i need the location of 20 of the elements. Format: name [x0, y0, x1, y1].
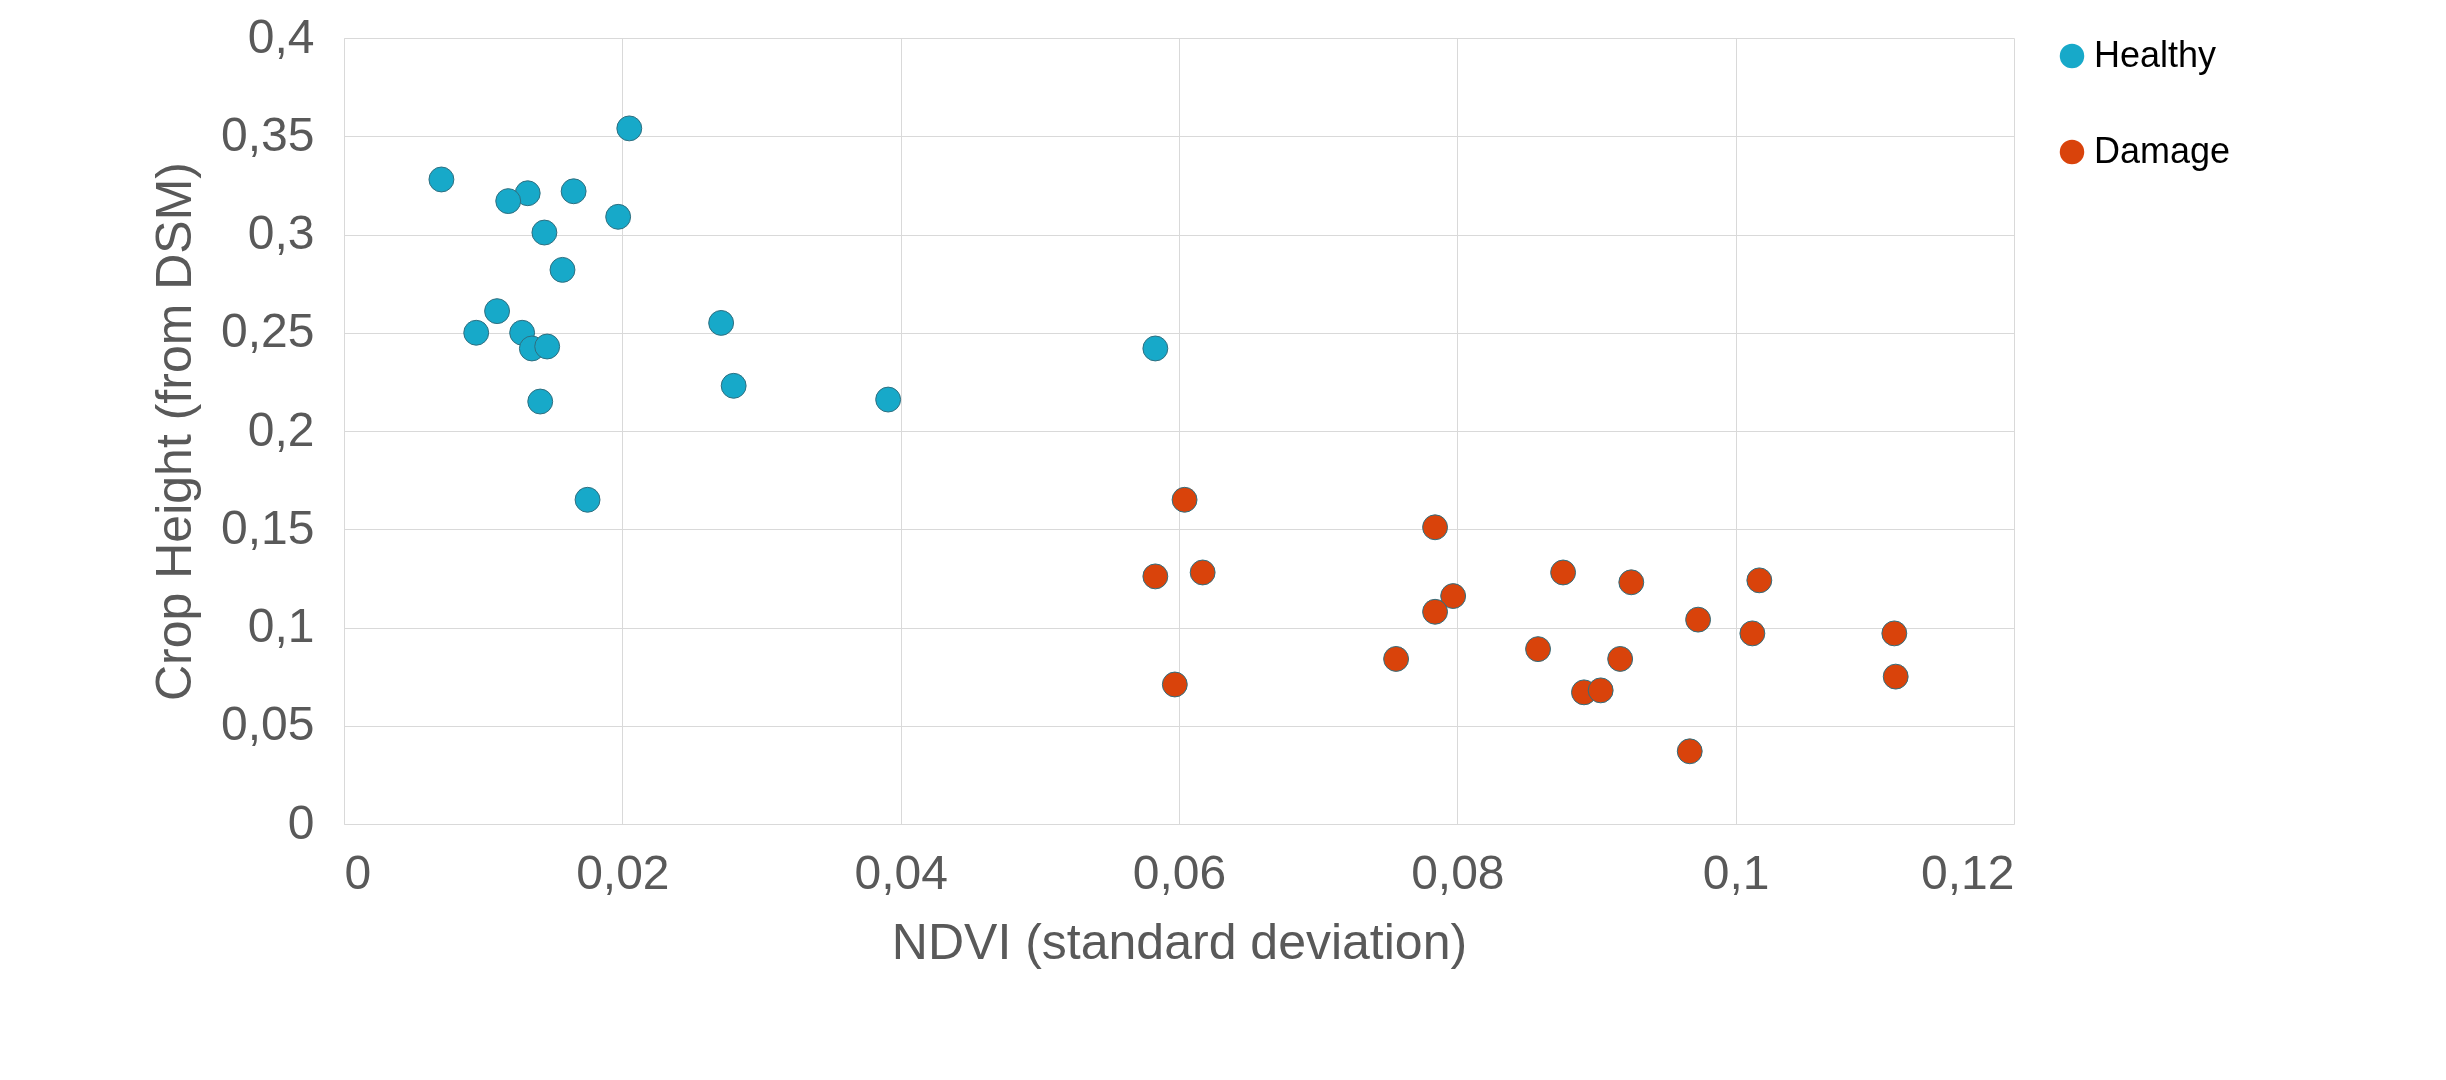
- x-axis-title: NDVI (standard deviation): [891, 913, 1468, 970]
- y-tick-label: 0,15: [221, 500, 315, 554]
- y-tick-label: 0,2: [247, 402, 315, 456]
- y-tick-label: 0,1: [247, 599, 315, 652]
- x-tick-label: 0,08: [1411, 845, 1505, 899]
- x-tick-label: 0,02: [576, 845, 670, 899]
- x-tick-label: 0,04: [854, 845, 948, 899]
- y-axis-title: Crop Height (from DSM): [146, 162, 203, 701]
- x-tick-label: 0: [344, 845, 372, 899]
- y-tick-label: 0,25: [221, 304, 315, 358]
- legend-label: Damage: [2094, 130, 2231, 171]
- y-tick-label: 0,35: [221, 107, 315, 161]
- y-tick-label: 0: [287, 795, 315, 849]
- y-tick-label: 0,05: [221, 697, 315, 751]
- x-tick-label: 0,1: [1702, 845, 1770, 899]
- y-tick-label: 0,3: [247, 206, 315, 259]
- y-tick-label: 0,4: [247, 9, 315, 63]
- legend-label: Healthy: [2094, 34, 2217, 75]
- x-tick-label: 0,12: [1921, 845, 2015, 899]
- x-tick-label: 0,06: [1132, 845, 1227, 899]
